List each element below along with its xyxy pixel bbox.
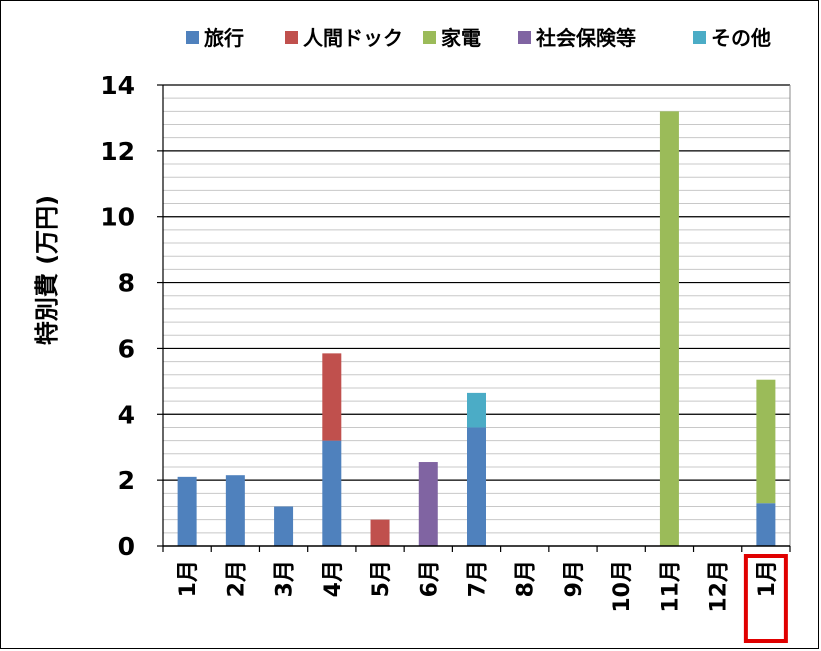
legend-label: 家電 [441,26,481,50]
y-tick-label: 0 [118,532,135,561]
legend-swatch [186,31,199,44]
legend-swatch [285,31,298,44]
x-tick-label: 7月 [466,560,491,597]
highlight-rect [743,554,788,643]
x-tick-label: 8月 [514,560,539,597]
x-tick-label: 4月 [321,560,346,597]
y-tick-label: 2 [118,466,135,495]
y-tick-label: 8 [118,269,135,298]
y-tick-label: 12 [100,137,135,166]
legend-label: 社会保険等 [535,26,636,50]
bar-segment [467,427,486,546]
bar-segment [418,462,438,546]
highlight-box [743,554,788,643]
y-tick-label: 10 [100,203,135,232]
bar-segment [177,476,197,546]
legend-label: その他 [711,26,771,50]
x-tick-label: 10月 [610,560,635,613]
major-gridlines [163,84,790,481]
axes [157,84,791,552]
bars [177,111,776,546]
x-tick-label: 9月 [562,560,587,597]
bar-segment [756,379,776,504]
x-tick-label: 1月 [755,560,780,597]
bar-segment [370,519,390,546]
bar-segment [467,392,486,428]
x-tick-label: 5月 [369,560,394,597]
x-tick-label: 6月 [417,560,442,597]
legend-label: 旅行 [204,26,244,50]
bar-segment [225,475,245,546]
legend: 旅行 人間ドック 家電 社会保険等 その他 [186,26,771,50]
y-tick-label: 4 [118,400,135,429]
bar-segment [756,503,776,546]
bar-segment [659,111,679,546]
y-tick-label: 6 [118,334,135,363]
bar-segment [322,440,342,546]
x-tick-labels: 1月 2月 3月 4月 5月 6月 7月 8月 9月 10月 11月 12月 1月 [176,560,780,613]
y-tick-labels: 0 2 4 6 8 10 12 14 [100,71,135,561]
y-axis-label: 特別費 (万円) [33,195,61,345]
x-tick-label: 11月 [658,560,683,613]
x-tick-label: 12月 [707,560,732,613]
legend-swatch [423,31,436,44]
legend-label: 人間ドック [303,26,403,50]
legend-swatch [693,31,706,44]
x-tick-label: 1月 [176,560,201,597]
legend-swatch [518,31,531,44]
x-tick-label: 2月 [224,560,249,597]
y-tick-label: 14 [100,71,135,100]
bar-segment [274,506,294,546]
bar-segment [322,353,342,441]
x-tick-label: 3月 [273,560,298,597]
